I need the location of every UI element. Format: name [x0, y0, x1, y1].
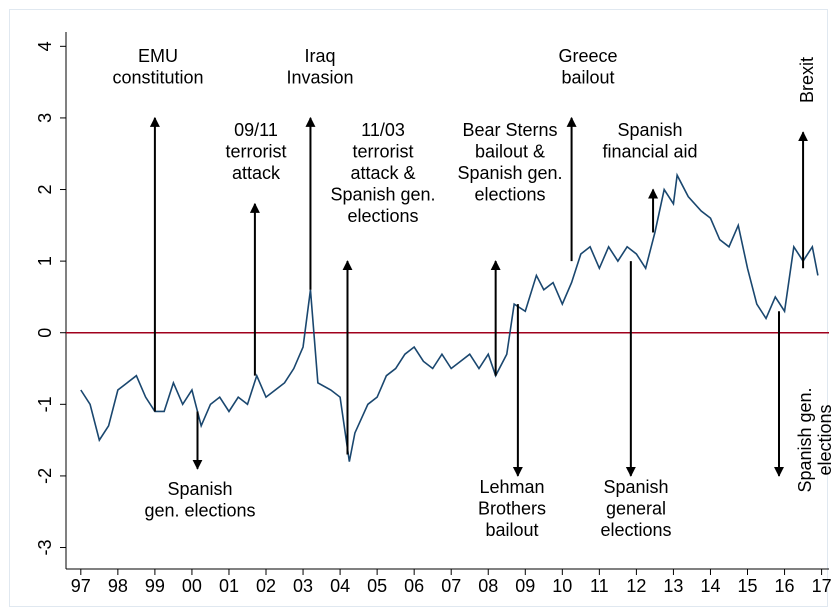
event-label: Spanish gen. — [457, 163, 562, 183]
x-tick-label: 13 — [663, 576, 683, 596]
x-tick-label: 97 — [71, 576, 91, 596]
y-tick-label: 2 — [35, 185, 55, 195]
event-label: Spanish — [617, 120, 682, 140]
y-tick-label: 1 — [35, 256, 55, 266]
x-tick-label: 09 — [515, 576, 535, 596]
x-tick-label: 05 — [367, 576, 387, 596]
event-label: Brexit — [797, 57, 817, 103]
event-label: 09/11 — [234, 120, 278, 140]
event-label: elections — [347, 206, 418, 226]
y-tick-label: -1 — [35, 396, 55, 412]
y-tick-label: 4 — [35, 41, 55, 51]
x-tick-label: 11 — [590, 576, 609, 596]
event-label: 11/03 — [361, 120, 405, 140]
event-label: constitution — [112, 67, 203, 87]
x-tick-label: 15 — [737, 576, 757, 596]
x-tick-label: 14 — [700, 576, 720, 596]
event-label: Iraq — [304, 46, 335, 66]
event-label: attack & — [350, 163, 415, 183]
y-tick-label: -2 — [35, 468, 55, 484]
y-tick-label: -3 — [35, 540, 55, 556]
event-label: elections — [600, 520, 671, 540]
event-label: elections — [815, 404, 835, 475]
event-label: general — [606, 498, 666, 518]
event-label: Spanish gen. — [330, 184, 435, 204]
event-label: gen. elections — [144, 500, 255, 520]
event-label: Bear Sterns — [462, 120, 557, 140]
event-label: attack — [232, 163, 281, 183]
event-label: Spanish — [167, 479, 232, 499]
x-tick-label: 00 — [182, 576, 202, 596]
event-label: Spanish gen. — [795, 387, 815, 492]
x-tick-label: 08 — [478, 576, 498, 596]
event-label: Brothers — [478, 498, 546, 518]
event-label: terrorist — [225, 141, 286, 161]
x-tick-label: 06 — [404, 576, 424, 596]
event-label: Invasion — [286, 67, 353, 87]
frame — [9, 9, 828, 607]
event-label: EMU — [138, 46, 178, 66]
y-tick-label: 3 — [35, 113, 55, 123]
x-tick-label: 10 — [552, 576, 572, 596]
x-tick-label: 07 — [441, 576, 461, 596]
x-tick-label: 99 — [145, 576, 165, 596]
event-label: bailout & — [475, 141, 545, 161]
x-tick-label: 04 — [330, 576, 350, 596]
x-tick-label: 02 — [256, 576, 276, 596]
x-tick-label: 16 — [775, 576, 795, 596]
event-label: terrorist — [352, 141, 413, 161]
x-tick-label: 03 — [293, 576, 313, 596]
x-tick-label: 12 — [626, 576, 646, 596]
x-tick-label: 01 — [219, 576, 239, 596]
data-line — [80, 172, 819, 462]
event-label: elections — [474, 184, 545, 204]
event-label: Lehman — [479, 477, 544, 497]
event-label: financial aid — [602, 141, 697, 161]
event-label: bailout — [485, 520, 538, 540]
x-tick-label: 17 — [812, 576, 832, 596]
event-label: Greece — [558, 46, 617, 66]
x-tick-label: 98 — [108, 576, 128, 596]
y-tick-label: 0 — [35, 328, 55, 338]
event-label: Spanish — [603, 477, 668, 497]
event-label: bailout — [561, 67, 614, 87]
